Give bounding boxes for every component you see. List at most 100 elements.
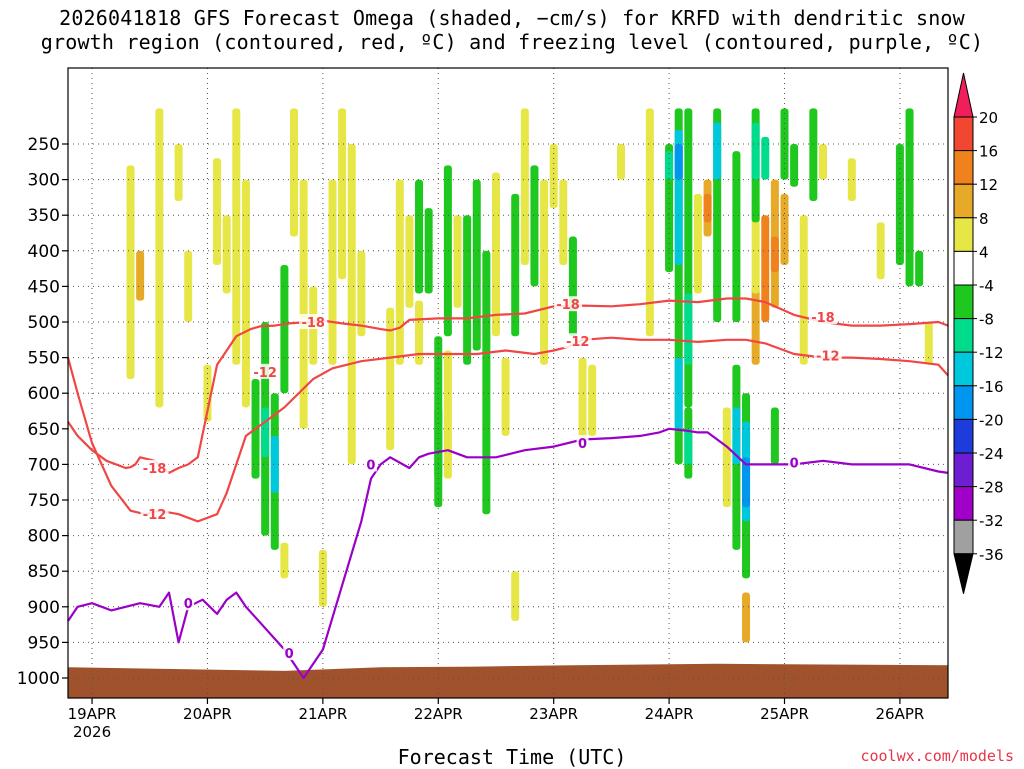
colorbar-label: -36 bbox=[979, 546, 1004, 564]
colorbar-label: 12 bbox=[979, 176, 998, 194]
omega-cell bbox=[578, 357, 587, 451]
contour-label: -18 bbox=[556, 298, 580, 313]
omega-cell bbox=[703, 193, 712, 223]
omega-cell bbox=[405, 215, 414, 308]
omega-cell bbox=[905, 108, 914, 287]
colorbar-bin bbox=[953, 418, 974, 454]
omega-cell bbox=[895, 144, 904, 266]
omega-cell bbox=[751, 122, 760, 180]
omega-cell bbox=[299, 179, 308, 429]
omega-cell bbox=[761, 215, 770, 322]
omega-cell bbox=[357, 250, 366, 337]
omega-cell bbox=[472, 179, 481, 351]
omega-cell bbox=[645, 108, 654, 337]
omega-cell bbox=[770, 236, 779, 273]
contour-label: -12 bbox=[253, 366, 277, 381]
omega-cell bbox=[732, 407, 741, 465]
colorbar-bin bbox=[953, 486, 974, 521]
colorbar-bin bbox=[953, 116, 974, 152]
credit-link[interactable]: coolwx.com/models bbox=[860, 747, 1014, 765]
omega-cell bbox=[395, 179, 404, 365]
omega-cell bbox=[540, 179, 549, 365]
contour-label-bg bbox=[563, 333, 592, 349]
contour-label: -12 bbox=[566, 335, 590, 350]
omega-cell bbox=[155, 108, 164, 408]
omega-cell bbox=[491, 172, 500, 337]
x-tick-year-label: 2026 bbox=[73, 723, 111, 741]
omega-cell bbox=[415, 179, 424, 294]
omega-cell bbox=[290, 108, 299, 237]
omega-cell bbox=[799, 215, 808, 365]
contour-label: -12 bbox=[143, 508, 167, 523]
y-tick-label: 300 bbox=[28, 171, 60, 191]
colorbar-label: 16 bbox=[979, 143, 998, 161]
omega-cell bbox=[213, 158, 222, 266]
colorbar-bin bbox=[953, 385, 974, 420]
y-tick-label: 750 bbox=[28, 491, 60, 511]
omega-cell bbox=[443, 350, 452, 479]
colorbar-bin bbox=[953, 519, 974, 555]
y-tick-label: 900 bbox=[28, 598, 60, 618]
contour-label-bg bbox=[182, 595, 195, 611]
omega-cell bbox=[136, 250, 145, 301]
grid bbox=[68, 68, 948, 698]
contour-label-bg bbox=[251, 363, 280, 379]
y-tick-label: 950 bbox=[28, 633, 60, 653]
omega-cell bbox=[780, 193, 789, 266]
omega-cell bbox=[924, 322, 933, 365]
omega-cell bbox=[742, 457, 751, 508]
contour-label: 0 bbox=[790, 456, 799, 471]
y-tick-label: 400 bbox=[28, 242, 60, 262]
contours: -18 -12 -18 -12 -18 -12 -18 -12 0 0 0 0 0 bbox=[66, 296, 949, 680]
x-tick-label: 21APR bbox=[298, 705, 347, 723]
contour-label-bg bbox=[140, 506, 169, 522]
omega-cell bbox=[222, 215, 231, 294]
colorbar-bin bbox=[953, 183, 974, 219]
omega-cell bbox=[617, 144, 626, 180]
omega-cell bbox=[511, 571, 520, 622]
surface-ground bbox=[68, 663, 948, 698]
omega-cell bbox=[453, 215, 462, 308]
contour-label: 0 bbox=[184, 597, 193, 612]
omega-cell bbox=[386, 307, 395, 451]
contour-label: -18 bbox=[301, 316, 325, 331]
omega-cell bbox=[770, 407, 779, 465]
contour-label-bg bbox=[788, 454, 801, 470]
colorbar: 20 16 12 8 4 -4 -8 -12 -16 -20 -24 -28 -32 -36 bbox=[953, 72, 1004, 594]
omega-cell bbox=[588, 364, 597, 436]
omega-cell bbox=[463, 215, 472, 365]
omega-cell bbox=[530, 165, 539, 287]
omega-cell bbox=[434, 407, 443, 508]
omega-cell bbox=[818, 144, 827, 180]
x-tick-label: 25APR bbox=[760, 705, 809, 723]
omega-cell bbox=[328, 179, 337, 365]
y-tick-label: 550 bbox=[28, 349, 60, 369]
x-axis-label: Forecast Time (UTC) bbox=[397, 745, 627, 769]
y-tick-label: 1000 bbox=[17, 669, 60, 689]
x-tick-label: 19APR bbox=[68, 705, 117, 723]
contour-label-bg bbox=[576, 435, 589, 451]
colorbar-label: -4 bbox=[979, 277, 994, 295]
omega-cell bbox=[751, 286, 760, 365]
y-tick-label: 850 bbox=[28, 562, 60, 582]
omega-cell bbox=[674, 144, 683, 180]
omega-cell bbox=[693, 193, 702, 294]
omega-cell bbox=[270, 435, 279, 493]
contour-label-bg bbox=[813, 347, 842, 363]
omega-cell bbox=[280, 542, 289, 579]
contour-label-bg bbox=[283, 645, 296, 661]
y-tick-label: 800 bbox=[28, 527, 60, 547]
contour-label: 0 bbox=[366, 458, 375, 473]
x-tick-label: 24APR bbox=[645, 705, 694, 723]
omega-cell bbox=[732, 151, 741, 322]
colorbar-label: -8 bbox=[979, 311, 994, 329]
x-tick-label: 20APR bbox=[183, 705, 232, 723]
colorbar-label: 4 bbox=[979, 243, 989, 261]
colorbar-label: -16 bbox=[979, 378, 1004, 396]
omega-cell bbox=[742, 592, 751, 643]
colorbar-top-arrow bbox=[953, 72, 974, 118]
omega-cell bbox=[847, 158, 856, 201]
omega-cell bbox=[174, 144, 183, 201]
omega-cell bbox=[915, 250, 924, 287]
